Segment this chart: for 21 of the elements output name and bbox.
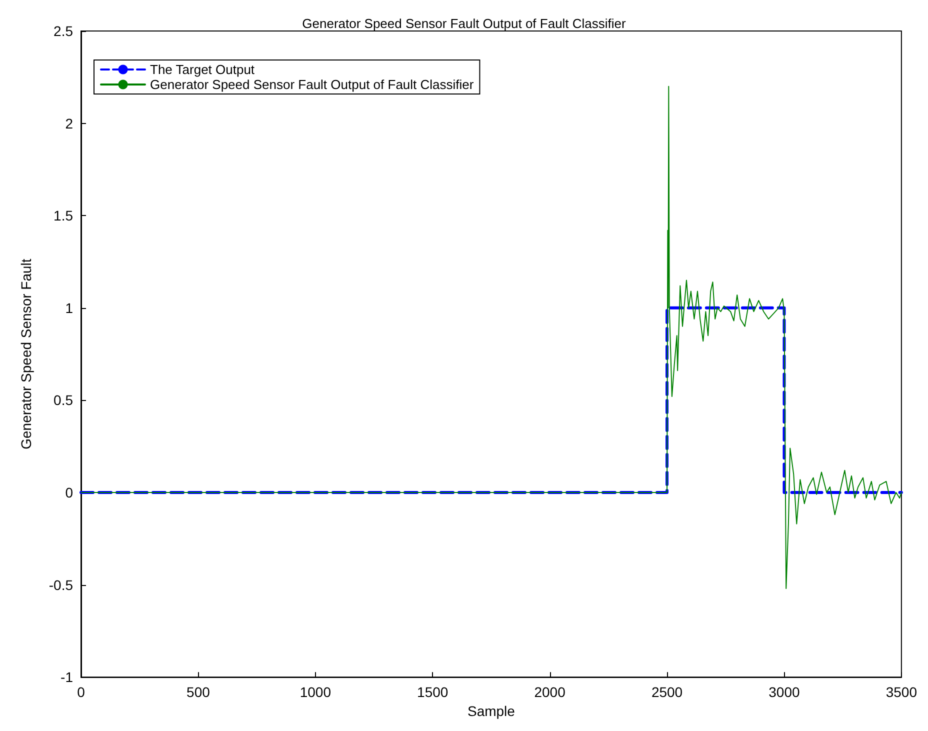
legend-label: The Target Output — [150, 62, 255, 77]
y-tick-label: 1.5 — [54, 208, 74, 224]
y-tick-label: -1 — [60, 669, 74, 686]
y-tick-label: -0.5 — [48, 576, 74, 593]
x-tick-label: 1000 — [300, 684, 332, 700]
y-axis-title: Generator Speed Sensor Fault — [18, 258, 34, 450]
chart-title: Generator Speed Sensor Fault Output of Fault Classifier — [302, 16, 627, 31]
x-tick-label: 0 — [77, 684, 86, 700]
x-tick-label: 1500 — [417, 684, 448, 700]
y-tick-label: 2 — [65, 115, 74, 132]
x-tick-label: 2500 — [651, 684, 683, 700]
x-tick-label: 3500 — [886, 684, 918, 700]
x-tick-label: 3000 — [768, 684, 800, 700]
legend-label: Generator Speed Sensor Fault Output of Fault Classifier — [150, 77, 474, 92]
x-tick-label: 2000 — [534, 684, 566, 700]
y-tick-label: 0 — [65, 484, 74, 500]
x-tick-label: 500 — [186, 684, 210, 700]
y-tick-label: 1 — [65, 300, 74, 316]
y-tick-label: 0.5 — [54, 392, 74, 408]
x-axis-title: Sample — [467, 703, 516, 719]
y-tick-label: 2.5 — [54, 23, 74, 39]
